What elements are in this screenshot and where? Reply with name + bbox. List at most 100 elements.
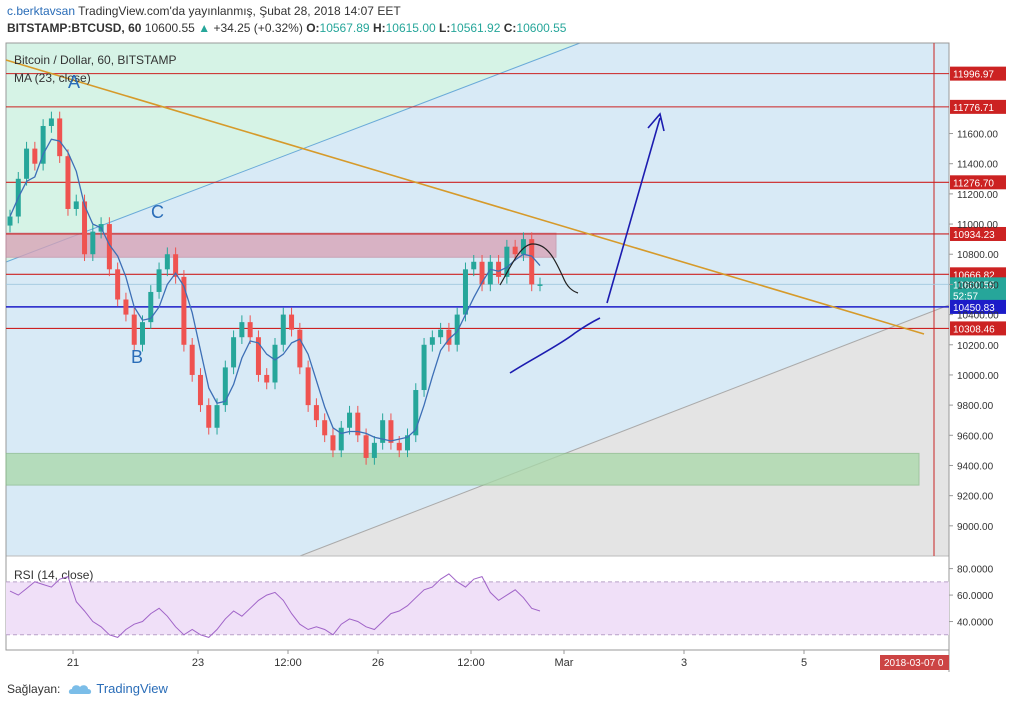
candle-body	[479, 261, 485, 285]
resistance-zone	[5, 232, 557, 258]
candle-body	[214, 405, 220, 428]
wave-label-b: B	[131, 347, 143, 367]
price-label-box	[950, 321, 1006, 336]
chart-dynamic-layer: 11996.97 11776.71 11276.70 10934.23 10666.82…	[5, 53, 1006, 670]
y-tick-label: 9000.00	[957, 522, 994, 533]
candle-body	[280, 314, 286, 345]
x-date-label-box	[880, 655, 949, 670]
candle-body	[197, 374, 203, 406]
shared-by-label: Sağlayan:	[7, 681, 61, 696]
projection-arrow-line	[606, 117, 661, 304]
price-label-box	[950, 288, 1006, 303]
candle-body	[57, 118, 63, 157]
price-label: 52:57	[953, 292, 978, 303]
candle-body	[388, 420, 394, 443]
y-tick-label: 10000.00	[957, 371, 999, 382]
ma-indicator-label: MA (23, close)	[14, 71, 91, 85]
candle-body	[115, 269, 121, 300]
candle-body	[156, 269, 162, 292]
wave-label-c: C	[151, 202, 164, 222]
price-label: 10600.55	[953, 280, 995, 291]
price-change: +34.25 (+0.32%)	[213, 21, 303, 35]
low-label: L:	[439, 21, 451, 35]
candle-body	[148, 291, 154, 323]
candle-body	[438, 329, 444, 338]
candle-body	[371, 442, 377, 458]
x-tick-label: 23	[192, 657, 204, 669]
rsi-indicator-label: RSI (14, close)	[14, 568, 93, 582]
candle-body	[131, 314, 137, 345]
x-tick-label: 12:00	[274, 657, 302, 669]
last-price: 10600.55	[144, 21, 195, 35]
candle-body	[181, 276, 187, 345]
candle-body	[363, 435, 369, 458]
candle-body	[73, 201, 79, 209]
tradingview-brand: TradingView	[96, 681, 168, 696]
rsi-tick-label: 40.0000	[957, 618, 994, 629]
y-tick-label: 10200.00	[957, 341, 999, 352]
candle-body	[322, 420, 328, 436]
candle-body	[446, 329, 452, 345]
price-label-box	[950, 226, 1006, 241]
x-tick-label: 3	[681, 657, 687, 669]
candle-body	[297, 329, 303, 368]
candle-body	[487, 261, 493, 285]
y-tick-label: 11600.00	[957, 130, 998, 141]
low-value: 10561.92	[450, 21, 501, 35]
candle-body	[512, 246, 518, 255]
head-sketch	[499, 243, 579, 294]
candle-body	[504, 246, 510, 277]
close-value: 10600.55	[516, 21, 567, 35]
x-tick-label: Mar	[555, 657, 574, 669]
x-tick-label: 12:00	[457, 657, 485, 669]
x-tick-label: 26	[372, 657, 384, 669]
published-text: TradingView.com'da yayınlanmış, Şubat 28…	[78, 4, 401, 18]
candle-body	[32, 148, 38, 164]
price-label: 10308.46	[953, 324, 995, 335]
support-zone	[5, 452, 920, 486]
hand-drawings	[499, 112, 665, 374]
candle-body	[189, 344, 195, 375]
y-tick-label: 11000.00	[957, 220, 998, 231]
projection-arrowhead-icon	[647, 112, 665, 132]
high-value: 10615.00	[385, 21, 436, 35]
price-label-box	[950, 277, 1006, 292]
price-label-box	[950, 99, 1006, 114]
price-label: 11996.97	[953, 70, 994, 81]
x-tick-label: 21	[67, 657, 79, 669]
tradingview-logo[interactable]: TradingView	[68, 681, 168, 696]
candle-body	[206, 405, 212, 428]
symbol-label: BITSTAMP:BTCUSD, 60	[7, 21, 142, 35]
candle-body	[429, 337, 435, 345]
candle-body	[347, 412, 353, 428]
y-tick-label: 10800.00	[957, 250, 999, 261]
candle-body	[355, 412, 361, 436]
candle-body	[471, 261, 477, 270]
chart-title: Bitcoin / Dollar, 60, BITSTAMP	[14, 53, 177, 67]
candle-body	[140, 322, 145, 345]
candle-body	[380, 420, 386, 443]
moving-average-line	[9, 138, 541, 442]
candle-body	[255, 337, 261, 375]
change-arrow-icon: ▲	[198, 21, 211, 35]
y-tick-label: 9800.00	[957, 401, 994, 412]
candle-body	[313, 405, 319, 421]
candle-body	[413, 390, 419, 436]
candle-body	[173, 254, 179, 277]
y-tick-label: 11400.00	[957, 160, 998, 171]
candle-body	[239, 322, 245, 338]
author-link[interactable]: c.berktavsan	[7, 4, 76, 18]
candle-body	[65, 156, 71, 209]
y-tick-label: 9600.00	[957, 431, 994, 442]
x-date-label: 2018-03-07 0	[884, 658, 944, 669]
price-label: 10934.23	[953, 230, 995, 241]
candle-body	[421, 344, 427, 391]
candle-body	[40, 125, 46, 164]
candle-body	[231, 337, 237, 368]
rsi-tick-label: 60.0000	[957, 591, 994, 602]
price-label-box	[950, 299, 1006, 314]
rsi-tick-label: 80.0000	[957, 565, 994, 576]
candle-body	[82, 201, 88, 255]
candle-body	[164, 254, 170, 270]
